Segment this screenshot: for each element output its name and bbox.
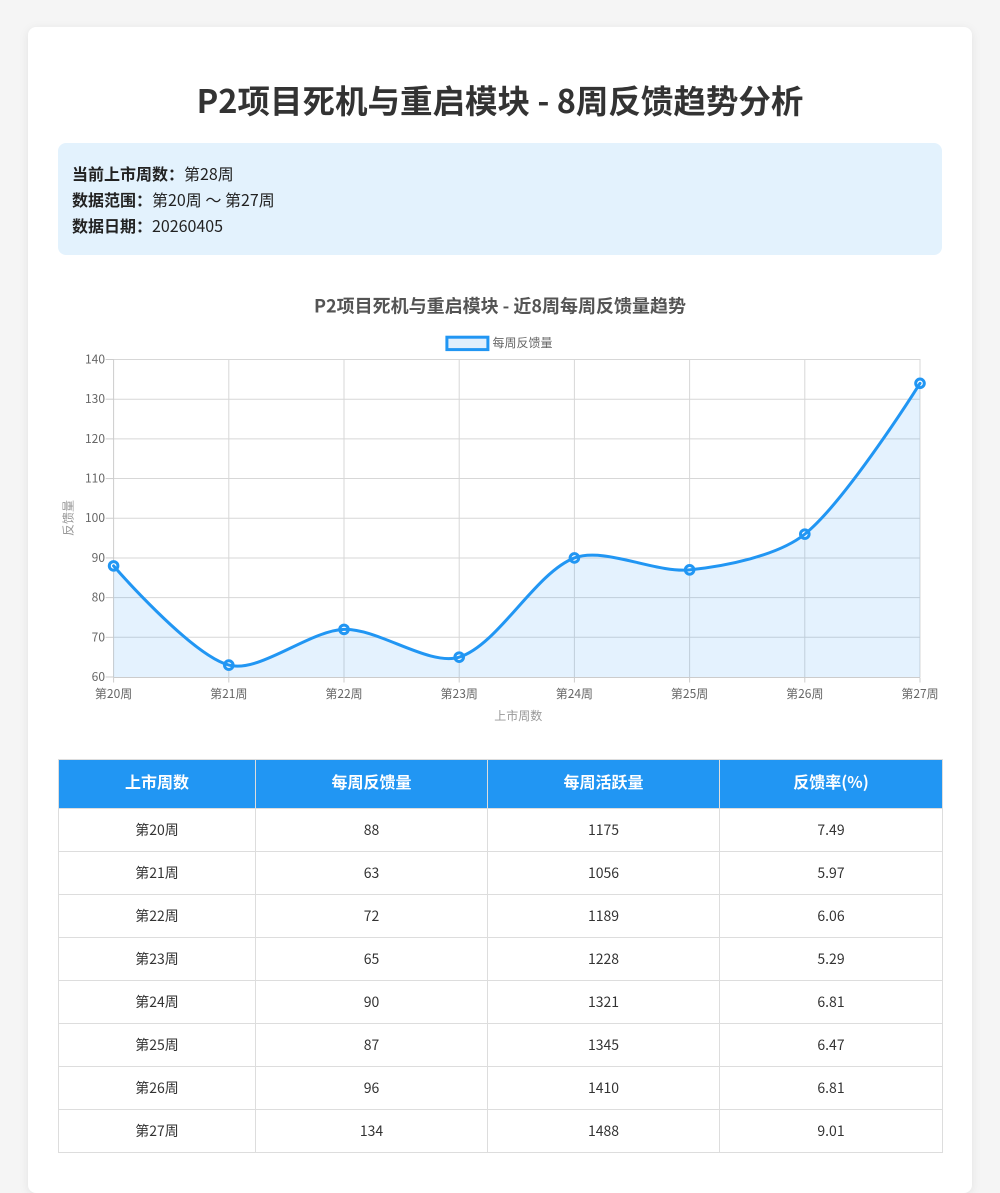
svg-text:60: 60 (92, 668, 106, 685)
svg-text:第20周: 第20周 (95, 685, 132, 702)
svg-text:80: 80 (92, 589, 106, 606)
svg-text:100: 100 (85, 509, 105, 526)
svg-text:110: 110 (85, 470, 105, 487)
svg-text:130: 130 (85, 390, 105, 407)
svg-text:第27周: 第27周 (901, 685, 938, 702)
svg-text:第22周: 第22周 (325, 685, 362, 702)
svg-text:第23周: 第23周 (441, 685, 478, 702)
svg-text:140: 140 (85, 351, 105, 368)
svg-text:第21周: 第21周 (210, 685, 247, 702)
svg-text:每周反馈量: 每周反馈量 (493, 334, 553, 351)
svg-text:第26周: 第26周 (786, 685, 823, 702)
svg-text:120: 120 (85, 430, 105, 447)
svg-text:90: 90 (92, 549, 106, 566)
svg-text:第24周: 第24周 (556, 685, 593, 702)
svg-text:P2项目死机与重启模块 - 近8周每周反馈量趋势: P2项目死机与重启模块 - 近8周每周反馈量趋势 (314, 293, 686, 319)
svg-text:上市周数: 上市周数 (494, 707, 542, 724)
svg-text:70: 70 (92, 628, 106, 645)
svg-text:第25周: 第25周 (671, 685, 708, 702)
svg-text:反馈量: 反馈量 (60, 500, 77, 536)
